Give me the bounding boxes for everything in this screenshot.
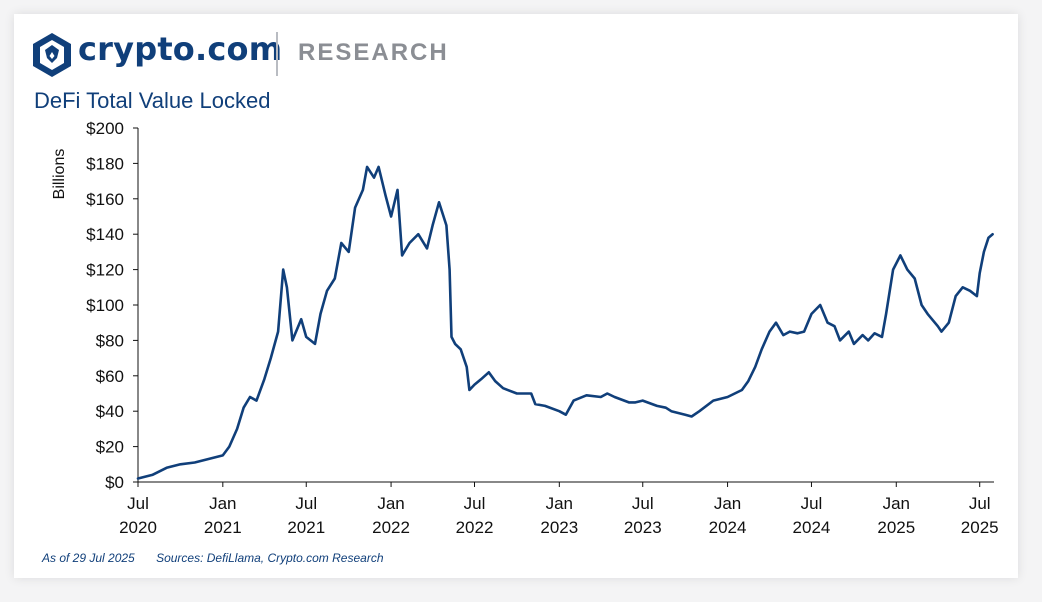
y-tick-label: $140 — [86, 225, 124, 244]
x-tick-label: 2024 — [793, 518, 831, 537]
y-tick-label: $20 — [96, 438, 124, 457]
x-tick-label: Jul — [801, 494, 823, 513]
sources-note: Sources: DefiLlama, Crypto.com Research — [156, 551, 384, 565]
x-tick-label: 2020 — [119, 518, 157, 537]
tvl-line-chart: $0 $20 $40 $60 $80 $100 $120 $140 $160 $180 $200 Bi… — [51, 119, 999, 537]
x-tick-label: 2025 — [961, 518, 999, 537]
y-tick-label: $60 — [96, 367, 124, 386]
chart-card: crypto.com RESEARCH DeFi Total Value Loc… — [14, 14, 1018, 578]
x-tick-label: Jul — [969, 494, 991, 513]
x-tick-label: 2024 — [709, 518, 747, 537]
y-tick-label: $80 — [96, 331, 124, 350]
x-tick-label: Jan — [883, 494, 910, 513]
y-tick-label: $120 — [86, 261, 124, 280]
footnote: As of 29 Jul 2025 Sources: DefiLlama, Cr… — [42, 551, 402, 565]
x-tick-label: Jul — [295, 494, 317, 513]
y-axis-label: Billions — [51, 149, 68, 200]
x-tick-label: 2023 — [540, 518, 578, 537]
x-tick-label: 2021 — [287, 518, 325, 537]
x-tick-label: 2022 — [456, 518, 494, 537]
y-tick-label: $180 — [86, 154, 124, 173]
x-tick-label: Jan — [377, 494, 404, 513]
brand-name: crypto.com — [78, 30, 283, 68]
x-tick-label: Jan — [546, 494, 573, 513]
y-tick-label: $160 — [86, 190, 124, 209]
x-tick-label: 2025 — [877, 518, 915, 537]
x-tick-label: Jan — [209, 494, 236, 513]
x-tick-label: Jul — [632, 494, 654, 513]
x-tick-label: 2023 — [624, 518, 662, 537]
y-tick-label: $40 — [96, 402, 124, 421]
x-tick-label: Jan — [714, 494, 741, 513]
x-tick-label: Jul — [127, 494, 149, 513]
chart-title: DeFi Total Value Locked — [34, 88, 271, 113]
x-tick-label: 2021 — [204, 518, 242, 537]
y-tick-label: $100 — [86, 296, 124, 315]
brand-section-label: RESEARCH — [298, 39, 449, 66]
series-line-tvl — [136, 165, 994, 480]
as-of-date: As of 29 Jul 2025 — [42, 551, 135, 565]
crypto-com-lion-shield-icon — [33, 33, 71, 77]
x-tick-label: 2022 — [372, 518, 410, 537]
brand-divider — [276, 32, 278, 76]
y-tick-label: $0 — [105, 473, 124, 492]
y-tick-label: $200 — [86, 119, 124, 138]
x-tick-label: Jul — [464, 494, 486, 513]
